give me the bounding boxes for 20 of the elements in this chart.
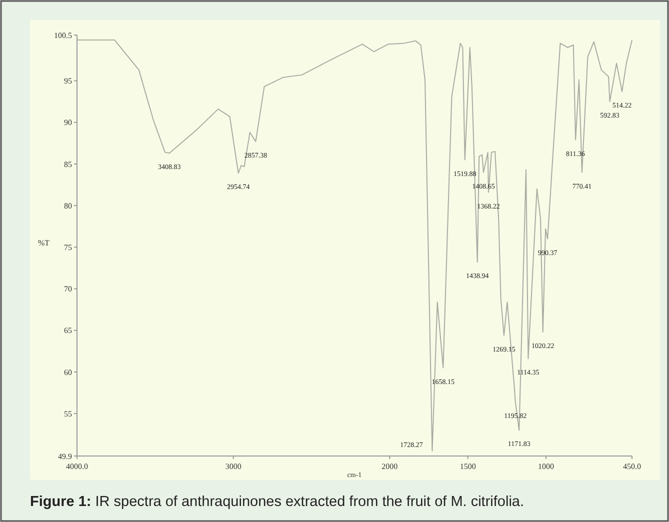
y-tick-label: 49.9 [58, 452, 72, 461]
x-tick-label: 450.0 [623, 462, 641, 471]
x-tick-label: 3000 [225, 462, 242, 471]
x-tick-label: 4000.0 [66, 462, 88, 471]
caption: Figure 1: IR spectra of anthraquinones extracted from the fruit of M. citrifolia. [30, 494, 524, 510]
x-tick-label: 1000 [538, 462, 554, 471]
y-tick-label: 70 [64, 284, 72, 294]
line-series [76, 39, 632, 452]
x-tick-label: 1500 [460, 462, 476, 471]
x-tick-label: 2000 [382, 462, 398, 471]
y-tick-label: 60 [64, 368, 72, 377]
y-tick-label: 55 [64, 409, 72, 418]
y-tick-label: 90 [64, 118, 72, 128]
y-tick-label: 80 [64, 201, 72, 210]
y-tick-label: 95 [64, 76, 72, 86]
y-tick-label: 85 [64, 160, 72, 169]
y-tick-label: 75 [64, 242, 72, 252]
y-tick-label: 65 [64, 326, 72, 336]
y-tick-label: 100.5 [54, 30, 72, 40]
y-axis-title: %T [38, 238, 50, 248]
